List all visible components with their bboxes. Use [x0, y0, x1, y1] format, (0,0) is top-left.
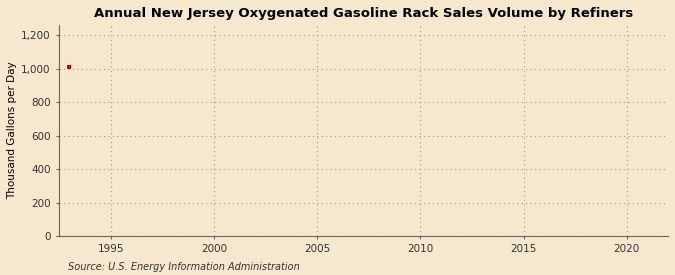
Text: Source: U.S. Energy Information Administration: Source: U.S. Energy Information Administ…	[68, 262, 299, 272]
Title: Annual New Jersey Oxygenated Gasoline Rack Sales Volume by Refiners: Annual New Jersey Oxygenated Gasoline Ra…	[94, 7, 633, 20]
Y-axis label: Thousand Gallons per Day: Thousand Gallons per Day	[7, 62, 17, 199]
